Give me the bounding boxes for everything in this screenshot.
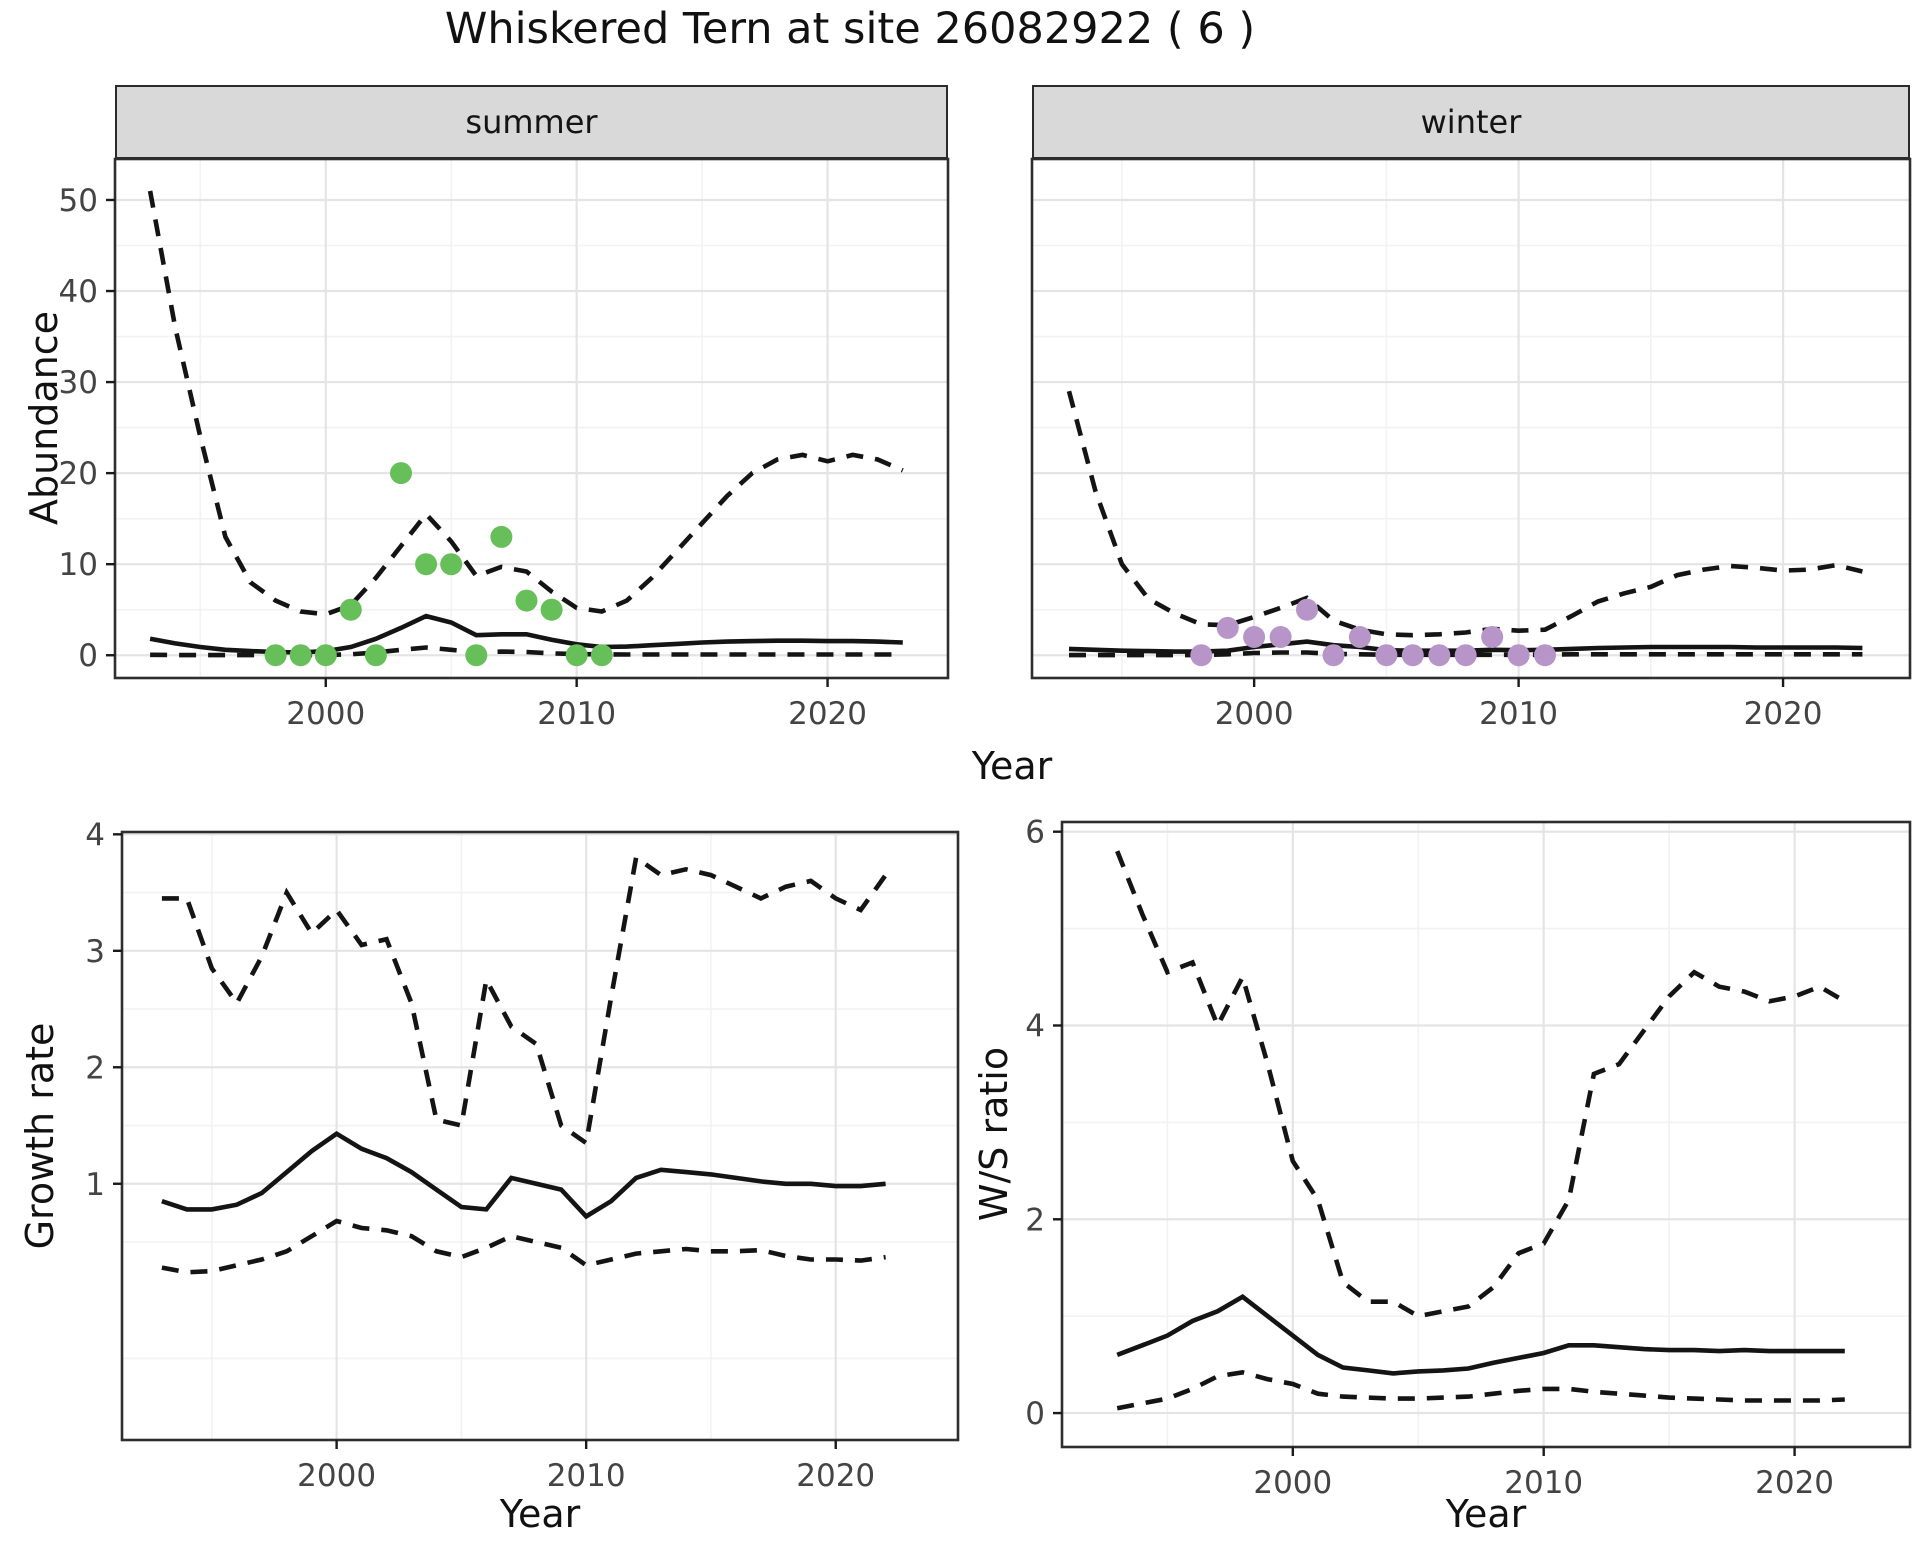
facet-strip-summer: summer <box>115 85 948 159</box>
panel-growth_rate: 2000 2010 2020 1 2 3 4 <box>85 817 960 1494</box>
x-tick-label: 2000 <box>1215 696 1294 732</box>
y-tick-label: 3 <box>85 934 105 970</box>
y-tick-label: 6 <box>1025 815 1045 851</box>
abundance_summer-observed-point <box>289 644 312 667</box>
y-tick-label: 0 <box>78 638 98 674</box>
ws_ratio-mean-line <box>1116 1294 1845 1376</box>
abundance_summer-upper_ci-line <box>147 190 904 617</box>
chart-title: Whiskered Tern at site 26082922 ( 6 ) <box>444 4 1256 54</box>
x-tick-label: 2010 <box>1504 1465 1583 1501</box>
abundance_summer-observed-point <box>540 598 563 621</box>
panel-border <box>120 830 960 1442</box>
y-tick-label: 4 <box>85 817 105 853</box>
y-tick-label: 20 <box>59 456 98 492</box>
y-tick-label: 4 <box>1025 1008 1045 1044</box>
abundance_summer-observed-point <box>415 553 438 576</box>
abundance_winter-upper_ci-line <box>1066 390 1863 638</box>
x-tick-label: 2000 <box>297 1458 376 1494</box>
x-tick-label: 2010 <box>547 1458 626 1494</box>
growth_rate-upper_ci-line <box>161 853 888 1147</box>
facet-strip-summer-label: summer <box>465 103 598 141</box>
abundance_summer-observed-point <box>264 644 287 667</box>
abundance_summer-observed-point <box>565 644 588 667</box>
abundance_winter-observed-point <box>1481 626 1504 648</box>
x-tick-label: 2010 <box>537 696 616 732</box>
ws_ratio-lower_ci-line <box>1116 1370 1845 1411</box>
y-axis-title-growth-rate: Growth rate <box>18 1022 62 1250</box>
abundance_winter-observed-point <box>1428 644 1451 667</box>
abundance_summer-observed-point <box>465 644 488 667</box>
abundance_winter-observed-point <box>1507 644 1530 667</box>
abundance_summer-mean-line <box>149 613 903 655</box>
abundance_summer-observed-point <box>440 553 463 576</box>
abundance_winter-observed-point <box>1269 626 1292 648</box>
ws_ratio-upper_ci-line <box>1115 850 1846 1319</box>
abundance_winter-observed-point <box>1190 644 1213 667</box>
facet-strip-winter: winter <box>1032 85 1910 159</box>
panel-abundance_summer: 2000 2010 2020 0 10 20 30 40 50 <box>59 157 950 732</box>
y-tick-label: 1 <box>85 1167 105 1203</box>
abundance_summer-observed-point <box>364 644 387 667</box>
x-tick-label: 2020 <box>1755 1465 1834 1501</box>
y-axis-title-ws-ratio: W/S ratio <box>972 1046 1016 1222</box>
panel-abundance_winter: 2000 2010 2020 <box>1030 157 1912 732</box>
abundance_winter-observed-point <box>1454 644 1477 667</box>
abundance_winter-observed-point <box>1534 644 1556 667</box>
y-tick-label: 50 <box>59 183 98 219</box>
abundance_winter-observed-point <box>1322 644 1345 667</box>
growth_rate-mean-line <box>161 1130 886 1220</box>
abundance_summer-observed-point <box>515 589 538 612</box>
abundance_winter-observed-point <box>1296 598 1318 621</box>
panel-border <box>1060 820 1912 1449</box>
abundance_summer-observed-point <box>590 644 613 667</box>
facet-strip-winter-label: winter <box>1420 103 1522 141</box>
panel-border <box>1030 157 1912 680</box>
abundance_summer-observed-point <box>390 462 412 485</box>
x-tick-label: 2020 <box>1744 696 1823 732</box>
x-tick-label: 2020 <box>788 696 867 732</box>
abundance_summer-observed-point <box>339 598 362 621</box>
growth_rate-lower_ci-line <box>161 1218 886 1275</box>
abundance_winter-observed-point <box>1375 644 1398 667</box>
abundance_winter-observed-point <box>1243 626 1266 648</box>
y-axis-title-abundance: Abundance <box>22 310 66 526</box>
abundance_winter-observed-point <box>1216 616 1239 639</box>
abundance_summer-observed-point <box>314 644 337 667</box>
y-tick-label: 2 <box>1025 1202 1045 1238</box>
abundance_winter-observed-point <box>1348 626 1371 648</box>
panel-border <box>113 157 950 680</box>
x-tick-label: 2010 <box>1479 696 1558 732</box>
panel-ws_ratio: 2000 2010 2020 0 2 4 6 <box>1025 815 1912 1501</box>
x-tick-label: 2020 <box>796 1458 875 1494</box>
y-tick-label: 10 <box>59 547 98 583</box>
x-tick-label: 2000 <box>1253 1465 1332 1501</box>
x-axis-title-year-ws: Year <box>1445 1492 1527 1536</box>
abundance_summer-observed-point <box>490 525 513 548</box>
y-tick-label: 40 <box>59 274 98 310</box>
x-axis-title-year-top: Year <box>971 744 1053 788</box>
x-axis-title-year-growth: Year <box>499 1492 581 1536</box>
x-tick-label: 2000 <box>286 696 365 732</box>
y-tick-label: 30 <box>59 365 98 401</box>
y-tick-label: 0 <box>1025 1396 1045 1432</box>
y-tick-label: 2 <box>85 1050 105 1086</box>
abundance_winter-observed-point <box>1401 644 1424 667</box>
